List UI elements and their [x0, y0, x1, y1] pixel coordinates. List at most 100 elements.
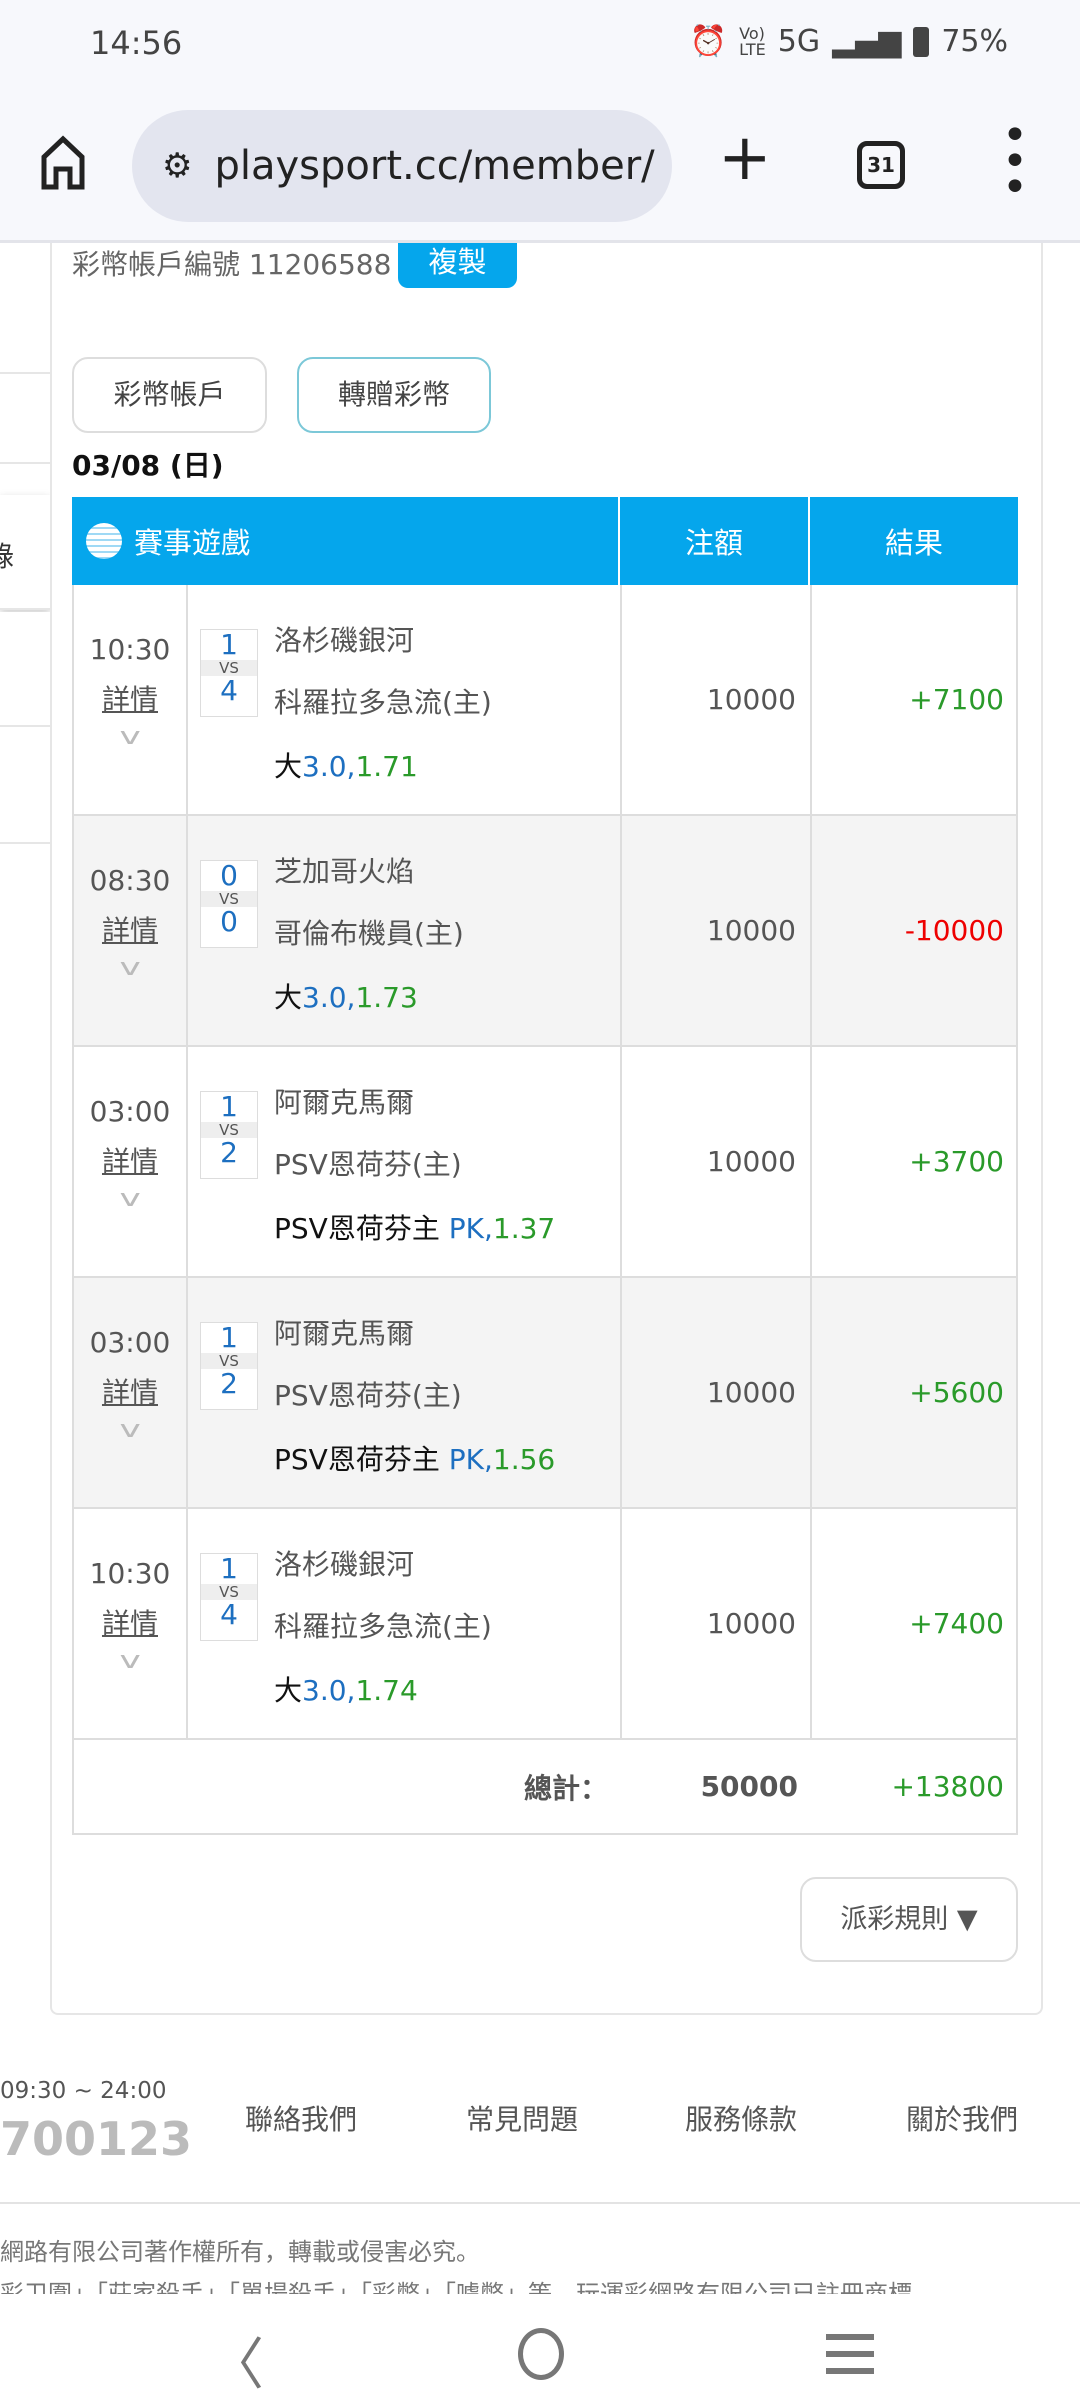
stake-cell: 10000	[622, 1278, 812, 1507]
vs-label: VS	[201, 1353, 257, 1369]
total-row: 總計： 50000 +13800	[72, 1740, 1018, 1835]
away-team: 阿爾克馬爾	[274, 1317, 415, 1350]
stake-cell: 10000	[622, 585, 812, 814]
total-label: 總計：	[523, 1771, 608, 1805]
tab-coin-account[interactable]: 彩幣帳戶	[72, 357, 267, 433]
more-menu-icon[interactable]: • • •	[1002, 110, 1028, 213]
date-heading: 03/08 (日)	[72, 449, 224, 482]
details-link[interactable]: 詳情	[101, 1607, 158, 1640]
vs-label: VS	[201, 1122, 257, 1138]
bet-pick: 大3.0,1.71	[274, 745, 418, 785]
bet-pick: PSV恩荷芬主 PK,1.37	[274, 1207, 555, 1247]
match-time: 08:30	[89, 864, 171, 897]
home-team: 哥倫布機員(主)	[274, 917, 464, 950]
clock: 14:56	[90, 24, 183, 62]
time-cell: 03:00 詳情 v	[74, 1047, 188, 1276]
score-away: 1	[220, 1090, 238, 1123]
pick-label: 大	[274, 981, 303, 1014]
pick-line: PK,	[448, 1212, 493, 1245]
table-row: 08:30 詳情 v 0 VS 0 芝加哥火焰 哥倫布機員(主) 大3.0,1.73 1…	[72, 816, 1018, 1047]
time-cell: 03:00 詳情 v	[74, 1278, 188, 1507]
pick-odds: 1.56	[492, 1443, 556, 1476]
footer-link-faq[interactable]: 常見問題	[466, 2103, 579, 2136]
copyright: 網路有限公司著作權所有，轉載或侵害必究。	[0, 2238, 480, 2266]
chevron-down-icon[interactable]: v	[119, 722, 141, 750]
away-team: 芝加哥火焰	[274, 855, 415, 888]
header-result: 結果	[884, 526, 943, 560]
sidebar-item[interactable]	[0, 246, 50, 374]
table-row: 10:30 詳情 v 1 VS 4 洛杉磯銀河 科羅拉多急流(主) 大3.0,1.71 …	[72, 585, 1018, 816]
trademark-notice: 彩卫圍」「莊家殺手」「單場殺手」「彩幣」「噱幣」等，玩運彩網路有限公司已註冊商標	[0, 2280, 912, 2294]
score-box: 1 VS 2	[200, 1322, 258, 1410]
total-result: +13800	[891, 1770, 1004, 1803]
home-nav-icon[interactable]	[518, 2328, 564, 2380]
score-box: 1 VS 4	[200, 629, 258, 717]
sidebar-label: 錄	[0, 540, 15, 573]
stake-cell: 10000	[622, 1047, 812, 1276]
recents-icon[interactable]	[826, 2334, 874, 2374]
chevron-down-icon[interactable]: v	[119, 1646, 141, 1674]
pick-line: 3.0,	[302, 981, 356, 1014]
bet-pick: 大3.0,1.73	[274, 976, 418, 1016]
home-team: PSV恩荷芬(主)	[274, 1148, 462, 1181]
pick-label: 大	[274, 1674, 303, 1707]
vs-label: VS	[201, 660, 257, 676]
tab-transfer-coins[interactable]: 轉贈彩幣	[297, 357, 491, 433]
back-icon[interactable]: 〈	[208, 2333, 264, 2398]
url-text: playsport.cc/member/	[214, 143, 655, 189]
score-home: 0	[220, 905, 238, 938]
footer-divider	[0, 2202, 1080, 2204]
header-stake: 注額	[620, 497, 810, 585]
match-time: 10:30	[89, 1557, 171, 1590]
footer-link-about[interactable]: 關於我們	[906, 2103, 1019, 2136]
pick-label: PSV恩荷芬主	[274, 1443, 449, 1476]
sidebar-item[interactable]	[0, 729, 50, 844]
header-game: 賽事遊戲	[134, 526, 251, 560]
chevron-down-icon[interactable]: v	[119, 1415, 141, 1443]
battery-level: 75%	[941, 24, 1008, 59]
address-bar[interactable]: ⚙ playsport.cc/member/	[132, 110, 672, 222]
time-cell: 08:30 詳情 v	[74, 816, 188, 1045]
battery-icon	[913, 26, 930, 57]
details-link[interactable]: 詳情	[101, 1376, 158, 1409]
coins-icon	[86, 523, 122, 559]
sidebar-item[interactable]	[0, 376, 50, 464]
home-team: 科羅拉多急流(主)	[274, 1610, 492, 1643]
sidebar-item[interactable]	[0, 612, 50, 727]
bet-table: 賽事遊戲 注額 結果 10:30 詳情 v 1 VS 4 洛杉磯銀河 科羅拉多急流(主)…	[72, 497, 1018, 1835]
match-cell: 1 VS 2 阿爾克馬爾 PSV恩荷芬(主) PSV恩荷芬主 PK,1.37	[188, 1047, 622, 1276]
sidebar-item-active[interactable]: 錄	[0, 495, 50, 610]
site-settings-icon[interactable]: ⚙	[162, 146, 193, 186]
home-team: 科羅拉多急流(主)	[274, 686, 492, 719]
score-box: 0 VS 0	[200, 860, 258, 948]
away-team: 阿爾克馬爾	[274, 1086, 415, 1119]
score-away: 0	[220, 859, 238, 892]
home-icon[interactable]	[40, 135, 86, 191]
copy-button[interactable]: 複製	[398, 243, 517, 288]
status-icons: ⏰ Vo) LTE 5G ▂▄▆ 75%	[690, 24, 1008, 59]
result-cell: +3700	[909, 1145, 1004, 1178]
volte-icon: Vo) LTE	[739, 23, 766, 59]
chevron-down-icon[interactable]: v	[119, 1184, 141, 1212]
account-number: 彩幣帳戶編號 11206588	[72, 248, 392, 281]
score-away: 1	[220, 1321, 238, 1354]
browser-toolbar: ⚙ playsport.cc/member/ + 31 • • •	[0, 75, 1080, 243]
new-tab-icon[interactable]: +	[718, 121, 772, 195]
details-link[interactable]: 詳情	[101, 683, 158, 716]
pick-odds: 1.71	[355, 750, 418, 783]
footer-link-contact[interactable]: 聯絡我們	[245, 2103, 358, 2136]
details-link[interactable]: 詳情	[101, 914, 158, 947]
score-away: 1	[220, 1552, 238, 1585]
chevron-down-icon[interactable]: v	[119, 953, 141, 981]
payout-rules-button[interactable]: 派彩規則 ▼	[800, 1877, 1018, 1962]
alarm-icon: ⏰	[689, 24, 728, 59]
footer-link-terms[interactable]: 服務條款	[685, 2103, 798, 2136]
network-type: 5G	[777, 24, 821, 59]
tab-switcher-button[interactable]: 31	[857, 141, 905, 189]
table-row: 03:00 詳情 v 1 VS 2 阿爾克馬爾 PSV恩荷芬(主) PSV恩荷芬主 PK…	[72, 1278, 1018, 1509]
details-link[interactable]: 詳情	[101, 1145, 158, 1178]
stake-cell: 10000	[622, 816, 812, 1045]
bet-pick: 大3.0,1.74	[274, 1669, 418, 1709]
away-team: 洛杉磯銀河	[274, 1548, 415, 1581]
trademark-clip: 彩卫圍」「莊家殺手」「單場殺手」「彩幣」「噱幣」等，玩運彩網路有限公司已註冊商標	[0, 2278, 1080, 2294]
